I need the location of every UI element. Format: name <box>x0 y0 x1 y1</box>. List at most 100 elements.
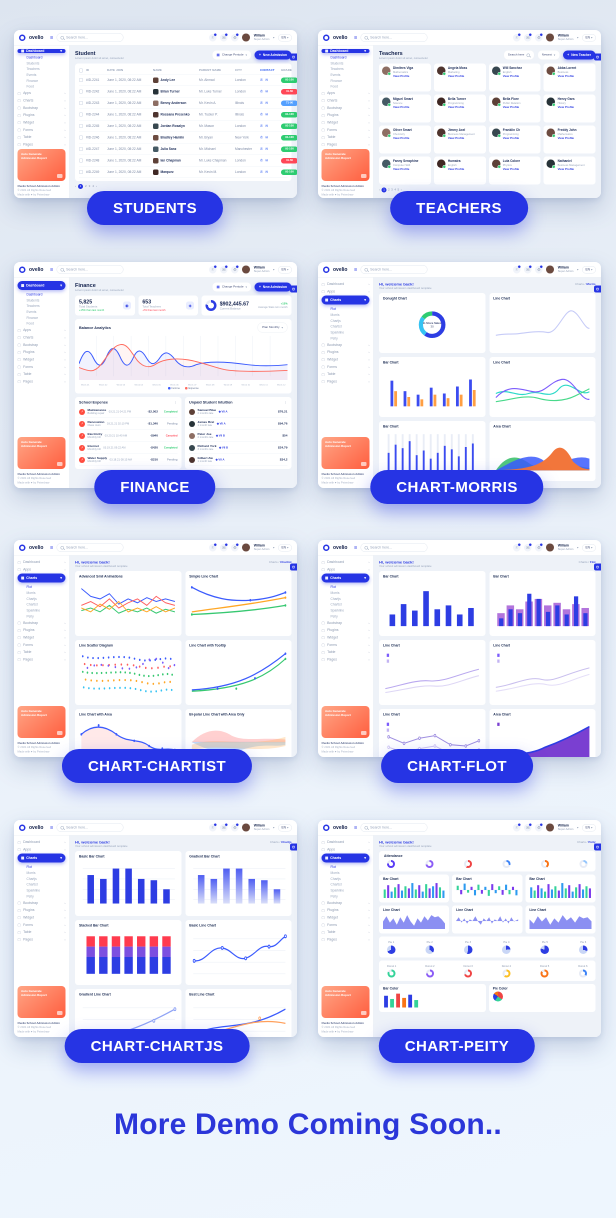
sidebar-item[interactable]: ▢ Table › <box>17 372 66 377</box>
view-profile-link[interactable]: View Profile <box>393 74 410 78</box>
sidebar-item-charts[interactable]: ▦ Charts ▾ <box>17 853 66 863</box>
sidebar-subitem[interactable]: Dashboard <box>26 293 43 297</box>
notification-bell-icon[interactable]: ⚐ <box>513 32 522 42</box>
card-menu-icon[interactable]: ⋮ <box>174 400 178 405</box>
search-input[interactable]: Search here... <box>360 33 428 42</box>
row-checkbox[interactable] <box>79 170 83 174</box>
sidebar-item-dashboard[interactable]: ▦ Dashboard ▾ <box>321 49 370 53</box>
avatar[interactable] <box>242 33 251 42</box>
sidebar-item[interactable]: ▢ Forms › <box>321 128 370 133</box>
sidebar-subitem[interactable]: Chartjs <box>26 877 37 881</box>
sidebar-item[interactable]: ▢ Pages › <box>321 937 370 942</box>
thumbnail-chart-peity[interactable]: ovelio ≡ Search here... ⚐ ✉ ⚙ Wiliam Supe… <box>318 820 601 1037</box>
thumbnail-chart-morris[interactable]: ovelio ≡ Search here... ⚐ ✉ ⚙ Wiliam Supe… <box>318 262 601 488</box>
mail-icon[interactable]: ✉ <box>265 113 268 117</box>
promo-card[interactable]: Auto Generate Admission Report <box>321 148 370 181</box>
table-row[interactable]: #ID-2241 June 1, 2020, 08:22 AM Andy Lee… <box>79 75 297 86</box>
sidebar-item[interactable]: ▢ Forms › <box>17 923 66 928</box>
avatar[interactable] <box>546 265 555 274</box>
phone-icon[interactable]: ✆ <box>260 90 263 94</box>
language-selector[interactable]: EN ▾ <box>581 543 596 552</box>
sidebar-subitem[interactable]: Morris <box>330 591 340 596</box>
customizer-gear-icon[interactable]: ⚙ <box>594 563 601 571</box>
message-icon[interactable]: ✉ <box>220 542 229 552</box>
avatar[interactable] <box>546 543 555 552</box>
sidebar-subitem[interactable]: Peity <box>26 614 34 619</box>
sidebar-subitem[interactable]: Chartist <box>330 883 342 887</box>
avatar[interactable] <box>242 543 251 552</box>
sidebar-item[interactable]: ▢ Forms › <box>17 128 66 133</box>
sidebar-item[interactable]: ▢ Apps › <box>321 567 370 572</box>
sidebar-item[interactable]: ▢ Widget › <box>17 357 66 362</box>
label-chart-chartist[interactable]: CHART-CHARTIST <box>61 749 253 783</box>
sidebar-subitem[interactable]: Morris <box>330 871 340 876</box>
label-teachers[interactable]: TEACHERS <box>390 191 528 225</box>
sidebar-item[interactable]: ▢ Dashboard › <box>321 282 370 287</box>
notification-bell-icon[interactable]: ⚐ <box>209 822 218 832</box>
row-checkbox[interactable] <box>79 124 83 128</box>
search-input[interactable]: Search here... <box>360 823 428 832</box>
settings-icon[interactable]: ⚙ <box>231 822 240 832</box>
sidebar-subitem[interactable]: Peity <box>330 894 338 899</box>
menu-toggle-icon[interactable]: ≡ <box>49 824 54 831</box>
notification-bell-icon[interactable]: ⚐ <box>209 32 218 42</box>
table-row[interactable]: #ID-2245 June 1, 2020, 08:22 AM Jordan R… <box>79 121 297 132</box>
new-admission-button[interactable]: + New Admission <box>254 50 292 60</box>
sidebar-subitem[interactable]: Finance <box>330 79 343 83</box>
sidebar-item-dashboard[interactable]: ▦ Dashboard ▾ <box>17 281 66 290</box>
view-profile-link[interactable]: View Profile <box>447 74 465 78</box>
sidebar-item-charts[interactable]: ▦ Charts ▾ <box>321 573 370 583</box>
sidebar-item[interactable]: ▢ Bootstrap › <box>17 621 66 626</box>
language-selector[interactable]: EN ▾ <box>581 265 596 274</box>
sidebar-item[interactable]: ▢ Dashboard › <box>321 840 370 845</box>
language-selector[interactable]: EN ▾ <box>277 265 292 274</box>
sidebar-subitem[interactable]: Peity <box>26 894 34 899</box>
promo-card[interactable]: Auto Generate Admission Report <box>321 436 370 469</box>
sidebar-item[interactable]: ▢ Pages › <box>17 937 66 942</box>
notification-bell-icon[interactable]: ⚐ <box>513 264 522 274</box>
phone-icon[interactable]: ✆ <box>260 124 263 129</box>
search-input[interactable]: Search here... <box>360 265 428 274</box>
label-chart-morris[interactable]: CHART-MORRIS <box>370 470 544 504</box>
view-profile-link[interactable]: View Profile <box>447 167 465 171</box>
sidebar-item[interactable]: ▢ Bootstrap › <box>17 901 66 906</box>
search-input[interactable]: Search here... <box>56 33 124 42</box>
table-row[interactable]: #ID-2242 June 1, 2020, 08:22 AM Brian Tu… <box>79 86 297 98</box>
customizer-gear-icon[interactable]: ⚙ <box>290 843 297 851</box>
notification-bell-icon[interactable]: ⚐ <box>209 542 218 552</box>
label-chart-flot[interactable]: CHART-FLOT <box>381 749 533 783</box>
sidebar-subitem[interactable]: Dashboard <box>26 56 43 60</box>
sidebar-subitem[interactable]: Events <box>26 73 37 78</box>
thumbnail-chart-chartist[interactable]: ovelio ≡ Search here... ⚐ ✉ ⚙ Wiliam Supe… <box>14 540 297 757</box>
sidebar-subitem[interactable]: Sparkline <box>330 331 345 335</box>
row-checkbox[interactable] <box>79 101 83 105</box>
period-selector[interactable]: ▦ Change Periode ▾ <box>212 50 252 60</box>
avatar[interactable] <box>242 823 251 832</box>
view-profile-link[interactable]: View Profile <box>393 136 410 140</box>
user-menu-chevron-icon[interactable]: ▾ <box>576 268 579 272</box>
menu-toggle-icon[interactable]: ≡ <box>49 544 54 551</box>
sidebar-item[interactable]: ▢ Table › <box>17 135 66 140</box>
table-row[interactable]: #ID-2246 June 1, 2020, 08:22 AM Bradley … <box>79 132 297 144</box>
period-selector[interactable]: ▦ Change Periode ▾ <box>212 282 252 292</box>
message-icon[interactable]: ✉ <box>524 542 533 552</box>
sidebar-subitem[interactable]: Flot <box>330 585 336 590</box>
sidebar-subitem[interactable]: Students <box>330 61 344 66</box>
row-checkbox[interactable] <box>79 135 83 140</box>
sidebar-item[interactable]: ▢ Bootstrap › <box>321 106 370 111</box>
notification-bell-icon[interactable]: ⚐ <box>209 264 218 274</box>
sidebar-subitem[interactable]: Flot <box>330 307 336 312</box>
phone-icon[interactable]: ✆ <box>260 78 263 83</box>
settings-icon[interactable]: ⚙ <box>231 264 240 274</box>
sidebar-item[interactable]: ▢ Forms › <box>321 923 370 928</box>
menu-toggle-icon[interactable]: ≡ <box>353 34 358 41</box>
mail-icon[interactable]: ✉ <box>265 90 268 94</box>
label-finance[interactable]: FINANCE <box>94 470 216 504</box>
menu-toggle-icon[interactable]: ≡ <box>49 266 54 273</box>
sidebar-subitem[interactable]: Teachers <box>330 67 344 72</box>
sidebar-subitem[interactable]: Chartjs <box>26 597 37 601</box>
settings-icon[interactable]: ⚙ <box>535 32 544 42</box>
sidebar-item[interactable]: ▢ Table › <box>17 650 66 655</box>
promo-card[interactable]: Auto Generate Admission Report <box>17 705 66 738</box>
promo-card[interactable]: Auto Generate Admission Report <box>321 705 370 738</box>
